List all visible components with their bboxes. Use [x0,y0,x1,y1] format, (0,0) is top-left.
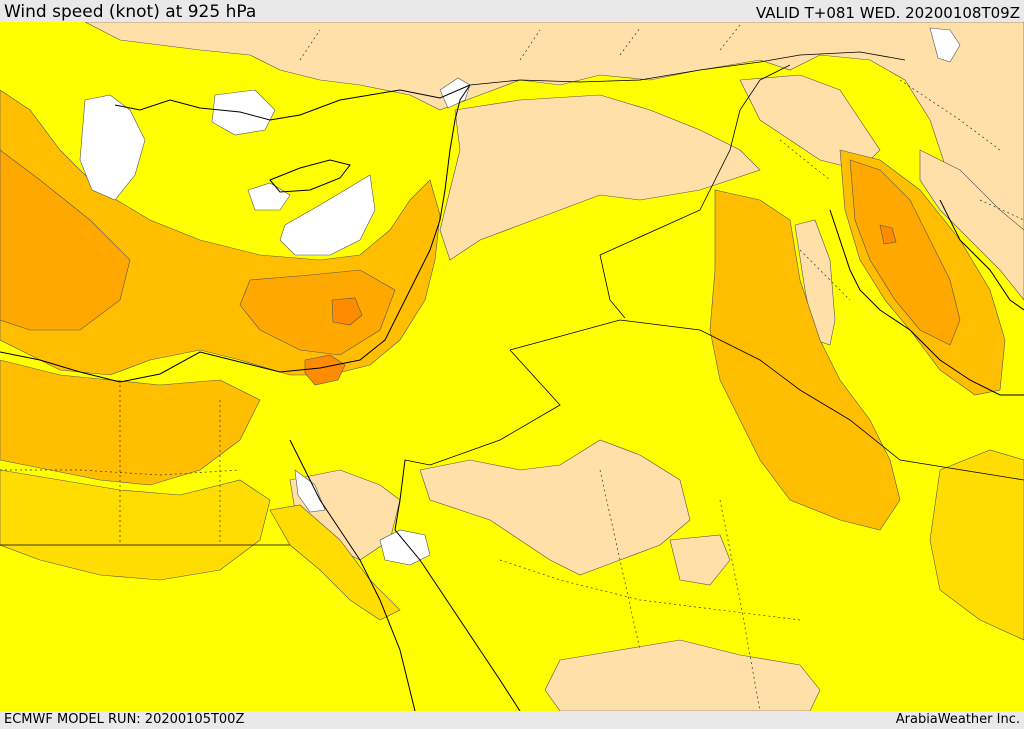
coastline-turkey-south [114,84,471,121]
calm-area-aegean [79,94,146,201]
province-border-egypt [0,380,241,545]
province-border-saudi [499,469,801,711]
calm-area-south-cyprus [279,174,376,256]
credit: ArabiaWeather Inc. [895,712,1020,727]
light-wind-levant [439,94,761,261]
coastline-persian-gulf [829,209,1024,396]
very-strong-wind-core-levant-coast [239,269,396,356]
strong-wind-iraq [709,189,901,531]
map-title: Wind speed (knot) at 925 hPa [4,2,257,22]
light-wind-najd [544,639,821,711]
model-run: ECMWF MODEL RUN: 20200105T00Z [4,712,245,727]
country-borders [0,51,1024,546]
border-turkey-syria [469,51,906,86]
border-syria-iraq [599,64,791,256]
fresh-wind-gulf-coast [929,449,1024,641]
coastline-red-sea-west [289,439,416,711]
footer-bar: ECMWF MODEL RUN: 20200105T00Z ArabiaWeat… [0,711,1024,729]
very-strong-wind-core-gulf [849,159,961,346]
very-strong-wind-core-mediterranean [0,149,131,331]
calm-area-iskenderun [439,77,471,109]
fresh-wind-red-sea [269,504,401,621]
light-wind-central-arabia [669,534,731,586]
gale-wind-core-gaza [304,354,346,386]
light-wind-zagros [919,149,1024,301]
province-border-turkey [299,24,741,61]
gale-wind-core-lebanon [331,297,363,326]
province-border-iraq [779,139,851,301]
wind-speed-map [0,22,1024,711]
gale-wind-core-mesopotamia [879,224,897,245]
header-bar: Wind speed (knot) at 925 hPa VALID T+081… [0,0,1024,22]
map-canvas [0,22,1024,711]
light-wind-anatolia [84,22,1024,241]
coastline-cyprus [269,159,351,193]
coastline-gulf-north [939,199,1024,311]
coastlines [0,84,1024,711]
coastline-levant-egypt [0,84,471,383]
border-jordan-south [404,349,561,466]
light-wind-mesopotamia [794,219,836,346]
province-border-iran [899,79,1024,221]
light-wind-hejaz [419,439,691,576]
border-jordan-saudi [509,319,1024,481]
valid-time: VALID T+081 WED. 20200108T09Z [755,4,1020,22]
border-jordan-east [599,254,626,319]
province-borders [0,24,1024,711]
calm-area-lake-van [929,27,961,63]
coastline-red-sea-east [394,459,521,711]
calm-area-cyprus-west [247,182,291,211]
